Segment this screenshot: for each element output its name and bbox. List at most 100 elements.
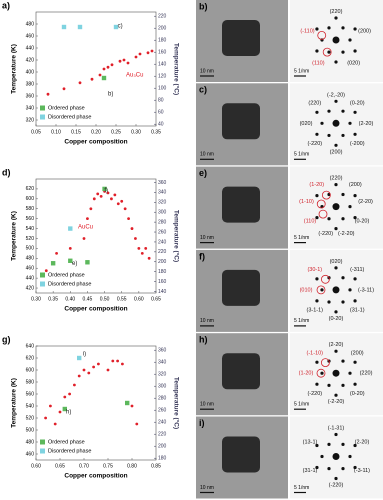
y-tick-label: 580: [26, 379, 35, 385]
data-point: [77, 374, 81, 378]
data-point: [77, 355, 82, 361]
diffraction-spot: [341, 276, 345, 280]
index-label: (010): [300, 287, 313, 293]
x-axis-title: Copper composition: [64, 306, 127, 313]
data-point: [144, 246, 148, 250]
diffraction-spot: [334, 227, 338, 231]
y-axis-title: Temperature (K): [11, 378, 18, 428]
diffraction-spot: [320, 121, 324, 125]
highlight-ring: [316, 199, 326, 209]
diffraction-spot: [315, 216, 319, 220]
y-tick-label: 600: [26, 367, 35, 373]
x-tick-label: 0.15: [71, 129, 81, 135]
index-label: (220): [330, 9, 343, 15]
diffraction-spot: [348, 38, 352, 42]
data-point: [53, 422, 57, 426]
panel-label: f): [199, 251, 205, 261]
x-tick-label: 0.30: [131, 129, 141, 135]
nanoparticle: [222, 20, 260, 56]
x-tick-label: 0.55: [117, 296, 127, 302]
data-point: [150, 49, 154, 53]
diffraction-spot: [353, 465, 357, 470]
data-point: [87, 371, 91, 375]
highlight-ring: [317, 30, 327, 40]
diffraction-spot: [315, 110, 319, 114]
central-spot: [332, 36, 340, 44]
x-tick-label: 0.85: [151, 463, 161, 469]
y2-tick-label: 120: [158, 74, 167, 80]
data-point: [116, 359, 119, 363]
y-tick-label: 420: [26, 57, 35, 63]
x-tick-label: 0.25: [111, 129, 121, 135]
y2-tick-label: 220: [158, 14, 167, 20]
index-label: (-2,-20): [327, 92, 345, 98]
data-point: [68, 246, 72, 250]
x-tick-label: 0.20: [91, 129, 101, 135]
panel-label: e): [199, 168, 207, 178]
y2-tick-label: 240: [158, 420, 167, 426]
data-point: [102, 186, 107, 192]
chart: d) 0.30 0.35 0.40 0.45 0.50 0.55 0.60 0.65 420 440…: [2, 167, 180, 312]
highlight-ring: [320, 274, 330, 284]
index-label: (30-1): [307, 267, 322, 273]
x-tick-label: 0.05: [31, 129, 41, 135]
diffraction-spot: [348, 371, 352, 375]
diffraction-spot: [327, 300, 331, 304]
diffraction-spot: [341, 467, 345, 471]
data-point: [121, 362, 124, 366]
x-tick-label: 0.30: [31, 296, 41, 302]
central-spot: [332, 119, 340, 127]
scale-label: 10 nm: [200, 152, 214, 158]
x-tick-label: 0.65: [151, 296, 161, 302]
y-tick-label: 400: [26, 69, 35, 75]
index-label: (-3-11): [358, 287, 374, 293]
y2-tick-label: 340: [158, 360, 167, 366]
index-label: (-1-31): [328, 425, 345, 431]
diffraction-spot: [334, 60, 338, 64]
diffraction-spot: [315, 277, 319, 281]
y2-tick-label: 320: [158, 372, 167, 378]
data-point: [55, 251, 58, 255]
y2-tick-label: 180: [158, 456, 167, 462]
diffraction-spot: [341, 50, 345, 54]
y2-tick-label: 160: [158, 50, 167, 56]
panel-label: d): [2, 167, 11, 177]
data-point: [85, 260, 90, 265]
index-label: (0-20): [329, 316, 344, 322]
legend-swatch: [40, 281, 45, 287]
y2-tick-label: 180: [158, 269, 167, 275]
diffraction-spot: [353, 49, 357, 53]
y2-tick-label: 280: [158, 219, 167, 225]
index-label: (2-20): [329, 342, 344, 348]
diffraction-spot: [348, 454, 352, 459]
legend-swatch: [40, 114, 45, 120]
diffraction-spot: [327, 383, 331, 387]
diffraction-spot: [348, 288, 352, 292]
diffraction-spot: [327, 50, 331, 54]
y-tick-label: 420: [26, 285, 35, 291]
index-label: (-220): [329, 482, 344, 488]
image-panel: c) 10 nm (-2,-20) (0-20) (2-20) (-200) (200) (-…: [196, 83, 383, 166]
index-label: (-110): [300, 29, 314, 35]
x-tick-label: 0.35: [48, 296, 58, 302]
data-point: [97, 362, 100, 366]
x-tick-label: 0.70: [79, 463, 89, 469]
legend-swatch: [40, 448, 45, 454]
plot-frame: [35, 178, 157, 294]
index-label: (020): [330, 259, 343, 265]
diffraction-spot: [334, 393, 338, 397]
x-tick-label: 0.50: [100, 296, 110, 302]
y2-tick-label: 340: [158, 190, 167, 196]
scale-label: 5 1/nm: [294, 318, 309, 324]
data-point: [101, 75, 107, 81]
y2-tick-label: 360: [158, 348, 167, 354]
panel-label: a): [2, 0, 10, 10]
data-point: [130, 227, 134, 230]
image-panel: i) 10 nm (-1-31) (2-20) (-3-11) (-220) (31-1) (…: [196, 416, 383, 499]
index-label: (-3-11): [354, 468, 370, 474]
legend-label: Disordered phase: [48, 448, 91, 454]
y2-tick-label: 100: [158, 86, 167, 92]
y2-tick-label: 40: [158, 122, 164, 128]
data-point: [134, 237, 137, 240]
index-label: (13-1): [303, 440, 318, 446]
